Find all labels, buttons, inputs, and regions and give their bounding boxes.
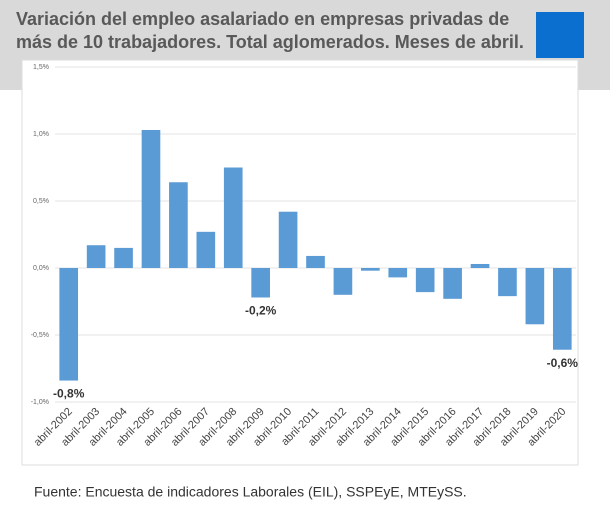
bar — [251, 268, 270, 298]
bar — [278, 211, 298, 268]
value-label: -0,2% — [245, 304, 277, 318]
bar — [361, 268, 380, 271]
bar — [525, 268, 545, 325]
y-tick-label: 0,5% — [33, 198, 49, 205]
header-square — [536, 12, 584, 58]
source-note: Fuente: Encuesta de indicadores Laborale… — [34, 484, 467, 500]
bar — [141, 129, 161, 268]
y-tick-label: 0,0% — [33, 265, 49, 272]
value-label: -0,6% — [547, 356, 579, 370]
bar — [306, 255, 325, 268]
bar — [196, 231, 216, 268]
bar — [114, 247, 133, 268]
bar — [86, 245, 106, 268]
bar — [169, 182, 188, 268]
bar — [223, 167, 243, 268]
y-tick-label: -1,0% — [31, 399, 49, 406]
bar — [552, 268, 572, 350]
bar — [388, 268, 408, 278]
chart-title: Variación del empleo asalariado en empre… — [16, 9, 524, 52]
y-tick-label: -0,5% — [31, 332, 49, 339]
bar — [498, 268, 517, 297]
bar — [415, 268, 435, 293]
y-tick-label: 1,0% — [33, 131, 49, 138]
bar — [470, 263, 490, 268]
bar — [59, 268, 79, 381]
bar — [333, 268, 353, 295]
value-label: -0,8% — [53, 387, 85, 401]
title-box: Variación del empleo asalariado en empre… — [16, 9, 524, 52]
bar — [443, 268, 462, 299]
y-tick-label: 1,5% — [33, 64, 49, 71]
